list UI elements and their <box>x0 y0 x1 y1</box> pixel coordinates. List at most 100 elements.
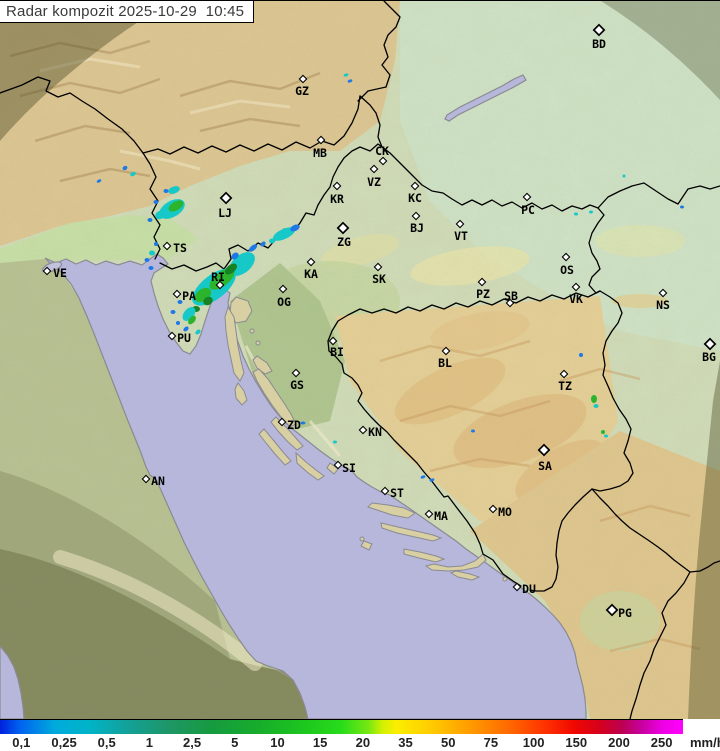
city-label: GZ <box>295 84 309 98</box>
city-label: GS <box>290 378 304 392</box>
island-mljet <box>449 570 481 581</box>
city-label: SI <box>342 461 356 475</box>
city-label: KR <box>330 192 344 206</box>
city-diamond-icon <box>277 417 287 427</box>
border-croatia-bosnia <box>327 290 601 587</box>
city-og: OG <box>277 284 291 309</box>
city-ck: CK <box>375 144 389 166</box>
city-kc: KC <box>408 181 422 205</box>
city-label: ZD <box>287 418 301 432</box>
city-label: PA <box>182 289 196 303</box>
city-pa: PA <box>172 289 196 303</box>
city-vk: VK <box>569 282 583 306</box>
islet <box>359 536 365 542</box>
radar-echo <box>591 395 597 403</box>
city-diamond-icon <box>424 509 434 519</box>
city-vt: VT <box>454 219 468 243</box>
city-diamond-icon <box>559 369 569 379</box>
radar-echo <box>574 212 578 216</box>
city-label: PG <box>618 606 632 620</box>
city-ns: NS <box>656 288 670 312</box>
radar-echo <box>604 434 608 438</box>
radar-echo <box>231 252 239 260</box>
city-label: MO <box>498 505 512 519</box>
city-pu: PU <box>167 331 191 345</box>
city-label: LJ <box>218 206 232 220</box>
city-label: RI <box>211 270 225 284</box>
radar-echo <box>471 429 475 433</box>
island-rab <box>252 355 273 375</box>
city-diamond-icon <box>215 280 225 290</box>
radar-echo <box>272 227 296 241</box>
legend-tick: 20 <box>355 735 371 750</box>
radar-echo <box>177 300 183 304</box>
city-label: SK <box>372 272 386 286</box>
city-label: KN <box>368 425 382 439</box>
range-mask-topright <box>601 1 720 100</box>
city-diamond-icon <box>336 221 350 235</box>
border-croatia-serbia <box>588 207 605 294</box>
island-pag <box>252 368 297 428</box>
city-label: BL <box>438 356 452 370</box>
city-label: MB <box>313 146 327 160</box>
city-label: VE <box>53 266 67 280</box>
city-label: ZG <box>337 235 351 249</box>
radar-map: BD GZ MB CK VZ KR KC PC BJ VT LJ ZG TS VE KA SK OS RI PA OG… <box>0 0 720 719</box>
city-diamond-icon <box>703 337 717 351</box>
city-diamond-icon <box>522 192 532 202</box>
borders-layer <box>0 1 720 719</box>
radar-echo <box>333 440 337 444</box>
peljesac-peninsula <box>424 553 487 572</box>
apennine-bright-arc <box>53 550 262 671</box>
legend-tick: 2,5 <box>183 735 202 750</box>
city-diamond-icon <box>378 156 388 166</box>
radar-echo <box>183 326 189 332</box>
city-diamond-icon <box>278 284 288 294</box>
legend-unit: mm/h <box>690 735 720 750</box>
city-label: VZ <box>367 175 381 189</box>
border-bosnia-serbia <box>591 290 634 492</box>
radar-echo <box>153 200 159 204</box>
city-label: DU <box>522 582 536 596</box>
radar-echo <box>176 321 180 325</box>
city-diamond-icon <box>316 135 326 145</box>
radar-echo <box>225 263 237 275</box>
city-label: KC <box>408 191 422 205</box>
city-diamond-icon <box>605 603 619 617</box>
city-label: SB <box>504 289 518 303</box>
island-krk <box>229 296 253 324</box>
legend-color-bar <box>0 719 683 734</box>
island-brac <box>367 502 416 519</box>
city-label: BG <box>702 350 716 364</box>
cities-layer: BD GZ MB CK VZ KR KC PC BJ VT LJ ZG TS VE KA SK OS RI PA OG… <box>42 23 717 620</box>
range-mask-bottomleft <box>0 549 308 719</box>
radar-echo <box>260 241 266 247</box>
radar-title: Radar kompozit 2025-10-29 10:45 <box>0 1 255 23</box>
city-sa: SA <box>537 443 552 473</box>
border-montenegro-albania <box>629 571 691 719</box>
island-korcula <box>403 548 446 563</box>
city-label: VK <box>569 292 583 306</box>
city-gs: GS <box>290 368 304 392</box>
radar-echo <box>420 475 426 479</box>
city-sk: SK <box>372 262 386 286</box>
city-diamond-icon <box>141 474 151 484</box>
city-label: VT <box>454 229 468 243</box>
city-diamond-icon <box>411 211 421 221</box>
radar-echo <box>269 238 275 244</box>
city-diamond-icon <box>455 219 465 229</box>
city-an: AN <box>141 474 165 488</box>
city-st: ST <box>380 486 404 500</box>
radar-echo <box>96 179 102 183</box>
lake-balaton <box>444 74 527 122</box>
border-austria-hungary <box>357 1 401 102</box>
island-hvar <box>380 522 443 542</box>
city-zd: ZD <box>277 417 301 432</box>
city-diamond-icon <box>571 282 581 292</box>
islet <box>255 340 261 346</box>
radar-echo <box>248 244 258 252</box>
legend-tick: 0,1 <box>12 735 31 750</box>
legend-tick: 1 <box>145 735 154 750</box>
city-mb: MB <box>313 135 327 160</box>
city-diamond-icon <box>162 241 172 251</box>
